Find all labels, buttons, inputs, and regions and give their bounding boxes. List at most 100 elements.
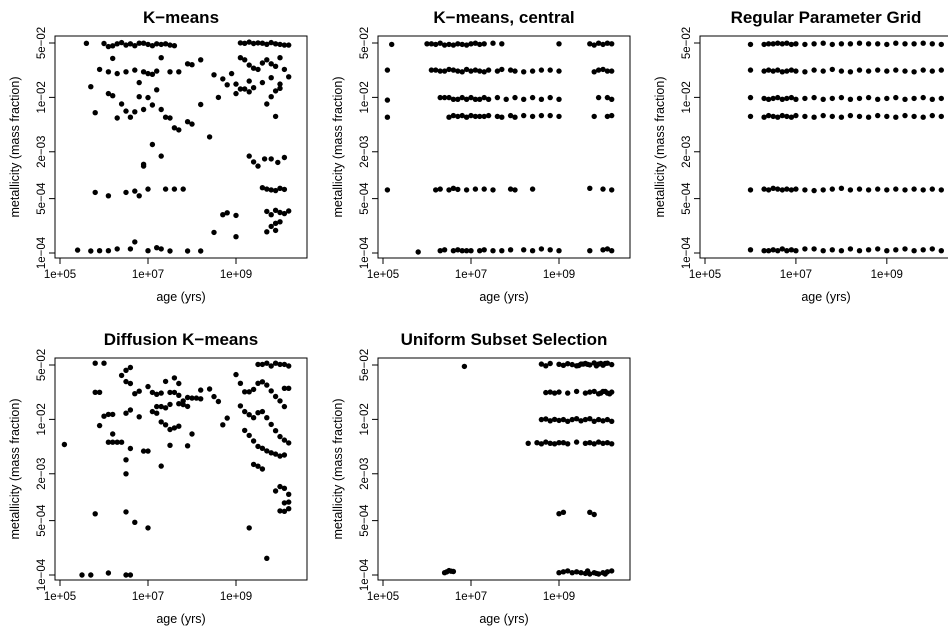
data-point [250, 415, 257, 421]
data-point [573, 569, 580, 575]
data-point [838, 68, 845, 74]
data-point [481, 113, 487, 120]
data-point [893, 67, 899, 73]
data-point [149, 141, 156, 148]
data-point [224, 415, 230, 421]
data-point [132, 188, 138, 194]
x-tick-label: 1e+05 [689, 269, 721, 281]
data-point [747, 187, 754, 193]
data-point [198, 101, 204, 108]
data-point [838, 94, 845, 101]
data-point [437, 94, 443, 101]
data-point [250, 461, 257, 468]
data-point [761, 248, 767, 254]
data-point [802, 113, 808, 120]
data-point [838, 248, 845, 254]
data-point [560, 440, 567, 446]
data-point [911, 186, 917, 192]
data-point [468, 41, 474, 47]
data-point [145, 525, 151, 531]
data-point [893, 40, 899, 46]
data-point [779, 41, 785, 47]
data-point [929, 68, 935, 74]
data-point [96, 248, 103, 254]
data-point [277, 453, 283, 459]
data-point [485, 67, 492, 73]
data-point [136, 79, 142, 86]
data-point [521, 69, 527, 75]
data-point [865, 41, 872, 47]
data-point [228, 70, 235, 77]
data-point [167, 69, 173, 75]
plot-frame [699, 35, 948, 259]
data-point [110, 93, 116, 99]
data-point [565, 568, 571, 574]
data-point [255, 410, 261, 416]
data-point [600, 247, 606, 253]
data-point [600, 418, 606, 424]
data-point [779, 246, 785, 252]
data-point [96, 389, 103, 395]
data-point [490, 187, 496, 193]
data-point [132, 519, 138, 525]
data-point [793, 68, 799, 74]
data-point [606, 391, 613, 397]
data-point [246, 78, 252, 84]
data-point [747, 113, 754, 120]
data-point [512, 187, 518, 193]
data-point [595, 439, 602, 445]
data-point [609, 41, 615, 47]
data-point [884, 113, 890, 120]
data-point [521, 112, 527, 119]
data-point [184, 119, 191, 125]
data-point [250, 438, 257, 444]
data-point [132, 43, 138, 49]
data-point [765, 67, 772, 73]
data-point [171, 389, 178, 396]
data-point [856, 186, 863, 192]
data-point [286, 363, 292, 369]
data-point [259, 466, 266, 472]
data-point [569, 570, 575, 576]
data-point [272, 360, 279, 366]
data-point [264, 57, 270, 63]
data-point [595, 67, 602, 73]
data-point [149, 389, 156, 396]
data-point [602, 571, 608, 577]
y-tick-label: 5e−02 [36, 27, 48, 59]
data-point [167, 401, 173, 408]
data-point [938, 187, 944, 193]
data-point [268, 94, 274, 100]
data-point [259, 185, 266, 191]
data-point [893, 186, 899, 192]
data-point [264, 41, 270, 47]
x-tick-label: 1e+07 [780, 269, 812, 281]
y-tick-label: 5e−02 [681, 27, 693, 59]
y-tick-label: 1e−02 [36, 403, 48, 435]
data-point [856, 248, 863, 254]
x-axis-label: age (yrs) [479, 612, 528, 626]
data-point [569, 416, 575, 423]
data-point [437, 248, 443, 254]
data-point [255, 361, 261, 368]
data-point [127, 445, 134, 452]
data-point [779, 187, 785, 193]
data-point [189, 121, 195, 127]
data-point [255, 163, 261, 169]
data-point [902, 41, 908, 47]
data-point [499, 114, 505, 120]
y-tick-label: 1e−02 [359, 81, 371, 113]
data-point [237, 86, 244, 92]
y-tick-label: 1e−02 [681, 81, 693, 113]
data-point [811, 187, 817, 194]
data-point [811, 246, 817, 252]
data-point [595, 94, 602, 101]
data-point [92, 511, 98, 517]
data-point [149, 43, 156, 49]
data-point [145, 186, 151, 192]
data-point [246, 432, 252, 439]
data-point [477, 113, 483, 120]
data-point [92, 360, 98, 366]
data-point [154, 245, 160, 251]
x-tick-label: 1e+05 [367, 269, 399, 281]
